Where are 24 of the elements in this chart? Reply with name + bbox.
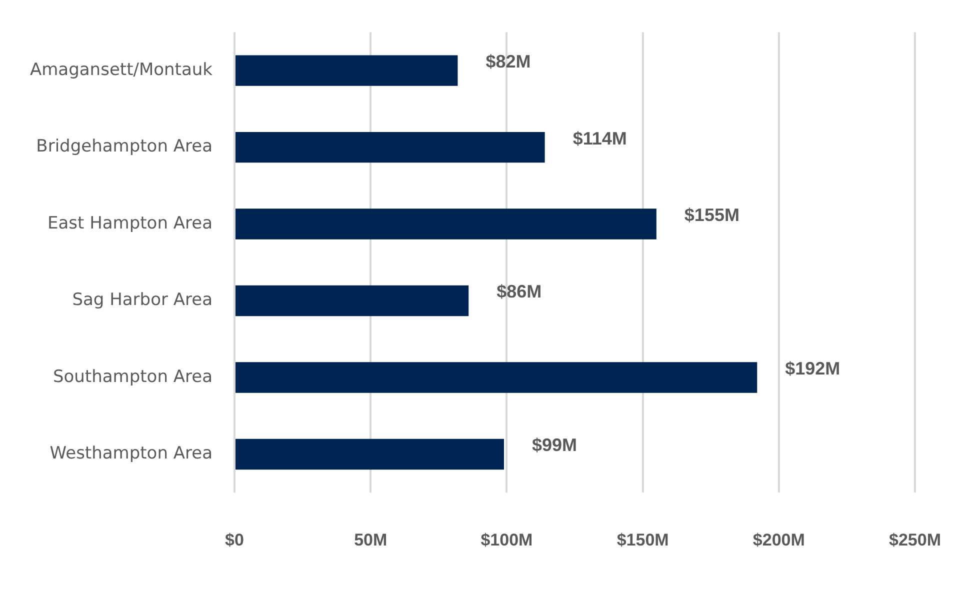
x-tick-label: $250M [889,530,941,550]
bar [236,438,504,470]
bar [236,362,758,393]
x-tick-label: $200M [752,530,805,550]
bar [236,55,458,86]
y-tick-label: Southampton Area [52,366,213,387]
bar [236,208,656,240]
x-tick-label: 50M [354,530,388,550]
data-label: $86M [496,282,542,302]
data-label: $114M [572,128,627,148]
y-tick-label: Bridgehampton Area [36,136,213,157]
y-tick-label: Amagansett/Montauk [30,60,213,80]
x-tick-label: $0 [225,530,244,550]
y-tick-label: Westhampton Area [50,444,213,464]
x-tick-label: $150M [616,530,669,550]
bar [236,132,545,163]
data-label: $99M [532,435,578,456]
bar [236,285,469,316]
y-tick-label: East Hampton Area [47,213,213,234]
data-label: $155M [684,205,740,225]
x-tick-label: $100M [480,530,533,550]
y-tick-label: Sag Harbor Area [72,290,213,310]
data-label: $82M [486,52,531,72]
data-label: $192M [785,358,840,378]
